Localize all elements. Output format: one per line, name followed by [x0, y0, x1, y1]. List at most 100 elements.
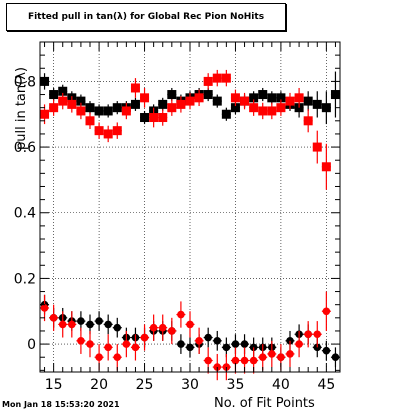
data-point — [140, 93, 150, 103]
data-point — [167, 90, 177, 100]
data-point — [258, 353, 267, 362]
series-4 — [40, 291, 331, 381]
data-point — [249, 356, 258, 365]
data-point — [231, 356, 240, 365]
x-tick-label: 40 — [272, 377, 290, 393]
data-point — [113, 353, 122, 362]
data-point — [77, 337, 85, 345]
data-point — [85, 103, 95, 113]
data-point — [249, 103, 259, 113]
data-point — [240, 356, 249, 365]
data-point — [121, 106, 131, 116]
x-tick-label: 35 — [227, 377, 245, 393]
data-point — [131, 343, 140, 352]
y-tick-label: 0.6 — [14, 140, 36, 156]
y-tick-label: 0.2 — [14, 271, 36, 287]
data-point — [176, 99, 186, 109]
data-point — [240, 340, 249, 348]
data-point — [40, 109, 50, 119]
data-point — [103, 129, 113, 139]
data-series — [40, 69, 340, 381]
data-point — [295, 340, 303, 348]
data-point — [258, 90, 268, 100]
data-point — [276, 93, 286, 103]
data-point — [104, 343, 112, 352]
chart-title: Fitted pull in tan(λ) for Global Rec Pio… — [6, 3, 286, 31]
x-tick-label: 45 — [317, 377, 335, 393]
data-point — [94, 106, 104, 116]
data-point — [276, 103, 286, 113]
tick-labels: 15 20 25 30 35 40 45 0 0.2 0.4 0.6 0.8 — [14, 74, 336, 393]
data-point — [322, 307, 331, 316]
data-point — [113, 323, 122, 332]
data-point — [204, 356, 212, 365]
data-point — [230, 93, 240, 103]
data-point — [249, 93, 259, 103]
data-point — [186, 343, 194, 352]
x-tick-label: 30 — [181, 377, 199, 393]
data-point — [322, 346, 331, 355]
data-point — [49, 314, 58, 322]
data-point — [149, 323, 158, 332]
data-point — [40, 304, 49, 312]
data-point — [68, 320, 76, 329]
data-point — [130, 83, 140, 93]
y-axis-label: pull in tan(λ) — [14, 67, 29, 150]
data-point — [304, 330, 312, 339]
data-point — [104, 320, 112, 329]
data-point — [303, 96, 313, 106]
x-tick-label: 25 — [136, 377, 154, 393]
series-2 — [40, 69, 331, 190]
x-tick-label: 20 — [90, 377, 108, 393]
data-point — [240, 96, 250, 106]
data-point — [203, 90, 213, 100]
data-point — [177, 310, 185, 319]
data-point — [268, 350, 276, 358]
data-point — [212, 73, 222, 83]
data-point — [213, 337, 222, 345]
data-point — [76, 106, 86, 116]
data-point — [258, 106, 268, 116]
data-point — [285, 96, 295, 106]
data-point — [312, 142, 322, 152]
data-point — [168, 327, 176, 335]
data-point — [130, 99, 140, 109]
data-point — [277, 353, 285, 362]
data-point — [312, 99, 322, 109]
data-point — [85, 116, 95, 126]
axis-ticks — [40, 41, 340, 372]
data-point — [77, 317, 85, 325]
data-point — [195, 337, 203, 345]
x-tick-label: 15 — [45, 377, 63, 393]
data-point — [186, 320, 194, 329]
data-point — [286, 350, 294, 358]
data-point — [313, 330, 322, 339]
timestamp: Mon Jan 18 15:53:20 2021 — [2, 400, 120, 409]
data-point — [49, 103, 59, 113]
data-point — [49, 90, 59, 100]
data-point — [86, 320, 94, 329]
data-point — [122, 340, 131, 348]
data-point — [194, 93, 204, 103]
data-point — [112, 103, 122, 113]
data-point — [149, 113, 159, 123]
data-point — [158, 113, 168, 123]
data-point — [103, 106, 113, 116]
y-tick-label: 0.8 — [14, 74, 36, 90]
data-point — [321, 103, 331, 113]
data-point — [158, 323, 167, 332]
data-point — [177, 340, 185, 348]
data-point — [321, 162, 331, 172]
data-point — [67, 99, 77, 109]
data-point — [313, 343, 322, 352]
data-point — [58, 96, 68, 106]
data-point — [231, 340, 240, 348]
data-point — [222, 343, 231, 352]
data-point — [221, 109, 231, 119]
data-point — [58, 86, 68, 96]
data-point — [76, 96, 86, 106]
data-point — [185, 96, 195, 106]
data-point — [303, 116, 313, 126]
data-point — [94, 126, 104, 136]
